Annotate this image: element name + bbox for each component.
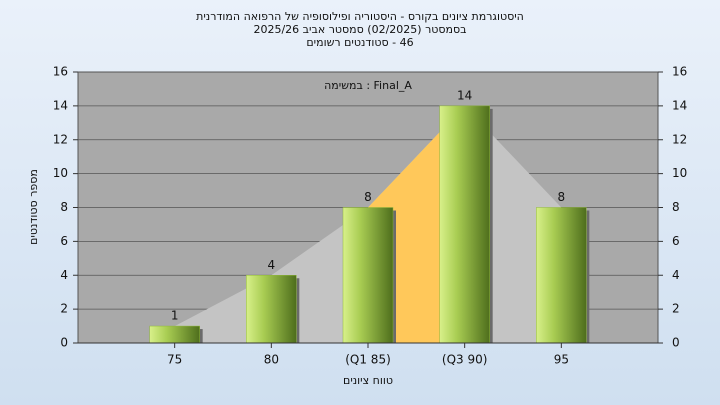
value-label: 8 bbox=[558, 190, 566, 204]
y-tick-label: 10 bbox=[53, 166, 68, 180]
x-tick-label: 75 bbox=[167, 353, 182, 367]
y-tick-label: 6 bbox=[60, 234, 68, 248]
y2-tick-label: 0 bbox=[672, 336, 680, 350]
bar bbox=[342, 207, 394, 344]
y-tick-label: 4 bbox=[60, 268, 68, 282]
y-tick-label: 2 bbox=[60, 302, 68, 316]
y2-tick-label: 14 bbox=[672, 98, 687, 112]
y2-tick-label: 16 bbox=[672, 65, 687, 79]
bar bbox=[439, 105, 490, 344]
y2-tick-label: 8 bbox=[672, 200, 680, 214]
y-tick-label: 12 bbox=[53, 132, 68, 146]
y2-tick-label: 6 bbox=[672, 234, 680, 248]
y-tick-label: 16 bbox=[53, 65, 68, 79]
y-axis-label: מספר סטודנטים bbox=[27, 169, 40, 245]
bar bbox=[149, 325, 200, 344]
y-tick-label: 8 bbox=[60, 200, 68, 214]
value-label: 1 bbox=[171, 309, 179, 323]
chart-title: היסטוגרמת ציונים בקורס - היסטוריה ופילוס… bbox=[196, 10, 524, 23]
value-label: 4 bbox=[268, 258, 276, 272]
bar bbox=[536, 207, 587, 344]
annotation: Final_A : במשימה bbox=[324, 79, 412, 92]
value-label: 14 bbox=[457, 88, 472, 102]
y2-tick-label: 2 bbox=[672, 302, 680, 316]
x-axis-label: טווח ציונים bbox=[343, 374, 393, 387]
x-tick-label: 80 bbox=[264, 353, 279, 367]
y2-tick-label: 4 bbox=[672, 268, 680, 282]
x-tick-label: (Q1 85) bbox=[345, 353, 391, 367]
bar bbox=[246, 275, 297, 344]
y2-tick-label: 10 bbox=[672, 166, 687, 180]
chart-subtitle: בסמסטר (02/2025) סמסטר אביב 2025/26 bbox=[253, 23, 466, 36]
chart-subtitle: 46 - סטודנטים רשומים bbox=[306, 36, 413, 49]
x-tick-label: 95 bbox=[554, 353, 569, 367]
value-label: 8 bbox=[364, 190, 372, 204]
y-tick-label: 14 bbox=[53, 98, 68, 112]
y2-tick-label: 12 bbox=[672, 132, 687, 146]
x-tick-label: (Q3 90) bbox=[442, 353, 488, 367]
y-tick-label: 0 bbox=[60, 336, 68, 350]
